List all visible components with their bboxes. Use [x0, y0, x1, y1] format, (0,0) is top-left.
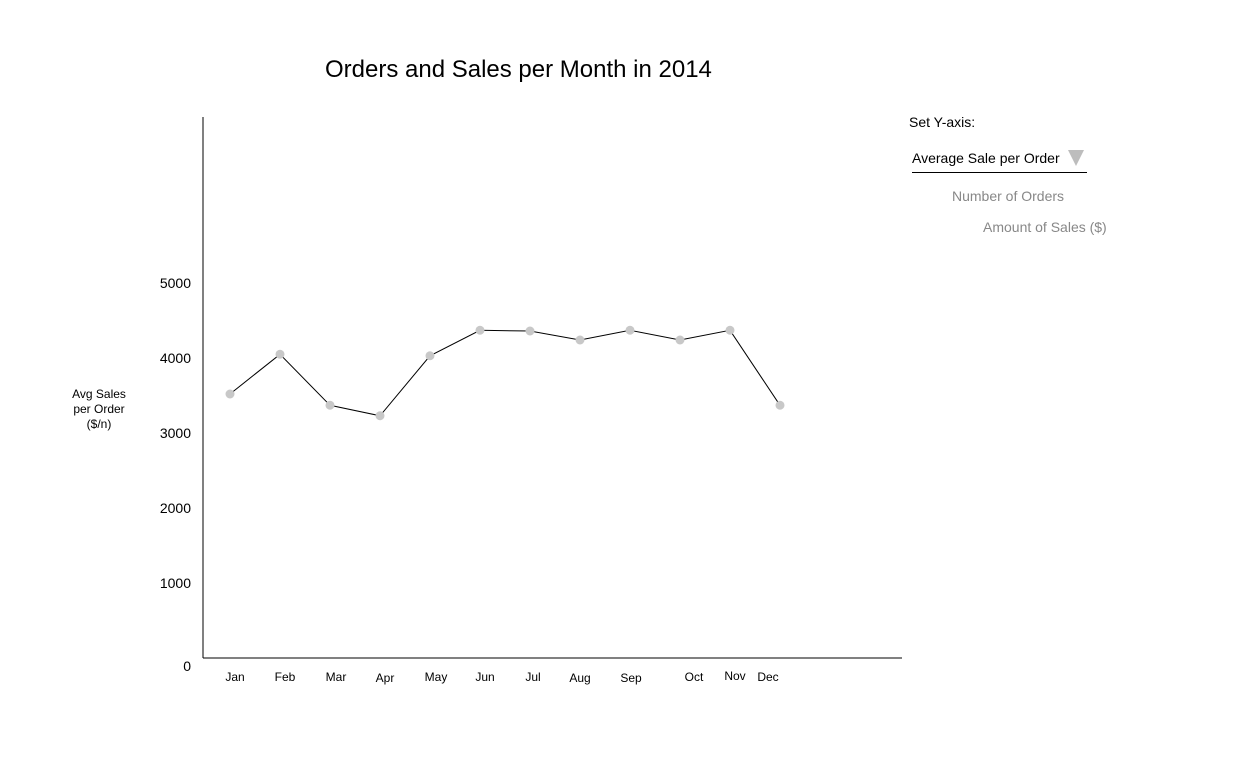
data-point: [625, 325, 635, 335]
y-tick-label: 4000: [160, 350, 191, 366]
data-point: [475, 325, 485, 335]
y-axis-select-value: Average Sale per Order: [912, 150, 1060, 166]
x-tick-label: Jul: [525, 670, 540, 684]
y-axis-option-number-of-orders[interactable]: Number of Orders: [952, 188, 1065, 204]
y-tick-labels: 0 1000 2000 3000 4000 5000: [160, 275, 191, 674]
x-tick-label: Oct: [685, 670, 704, 684]
data-point: [225, 389, 235, 399]
chart-axes: [202, 117, 902, 659]
data-point: [275, 349, 285, 359]
x-tick-label: Jun: [475, 670, 494, 684]
x-tick-label: Sep: [620, 671, 642, 685]
x-tick-label: Jan: [225, 670, 244, 684]
x-tick-label: May: [425, 670, 448, 684]
series-line-path: [229, 329, 781, 417]
y-axis-label-line: Avg Sales: [72, 387, 126, 401]
x-tick-label: Feb: [275, 670, 296, 684]
series-line: [229, 329, 781, 417]
y-tick-label: 1000: [160, 575, 191, 591]
y-axis-label-line: ($/n): [86, 417, 112, 431]
data-point: [575, 335, 585, 345]
dropdown-triangle-icon[interactable]: [1068, 150, 1084, 166]
data-point: [425, 351, 435, 361]
data-point: [775, 400, 785, 410]
data-point: [525, 326, 535, 336]
x-tick-label: Apr: [376, 671, 395, 685]
y-tick-label: 5000: [160, 275, 191, 291]
chart-title: Orders and Sales per Month in 2014: [325, 56, 712, 83]
y-axis-select[interactable]: Average Sale per Order: [912, 145, 1087, 173]
y-axis-option-amount-of-sales[interactable]: Amount of Sales ($): [983, 219, 1107, 235]
series-points: [225, 325, 785, 421]
x-tick-label: Nov: [724, 669, 745, 683]
y-tick-label: 2000: [160, 500, 191, 516]
x-tick-labels: Jan Feb Mar Apr May Jun Jul Aug Sep Oct Nov Dec: [225, 669, 778, 685]
data-point: [375, 411, 385, 421]
data-point: [725, 325, 735, 335]
x-tick-label: Aug: [569, 671, 590, 685]
data-point: [325, 400, 335, 410]
y-axis-label-line: per Order: [73, 402, 125, 416]
x-tick-label: Mar: [326, 670, 347, 684]
y-axis-control-label: Set Y-axis:: [909, 114, 976, 130]
data-point: [675, 335, 685, 345]
x-tick-label: Dec: [757, 670, 778, 684]
y-tick-label: 0: [183, 658, 191, 674]
y-tick-label: 3000: [160, 425, 191, 441]
y-axis-label: Avg Sales per Order ($/n): [60, 387, 138, 432]
